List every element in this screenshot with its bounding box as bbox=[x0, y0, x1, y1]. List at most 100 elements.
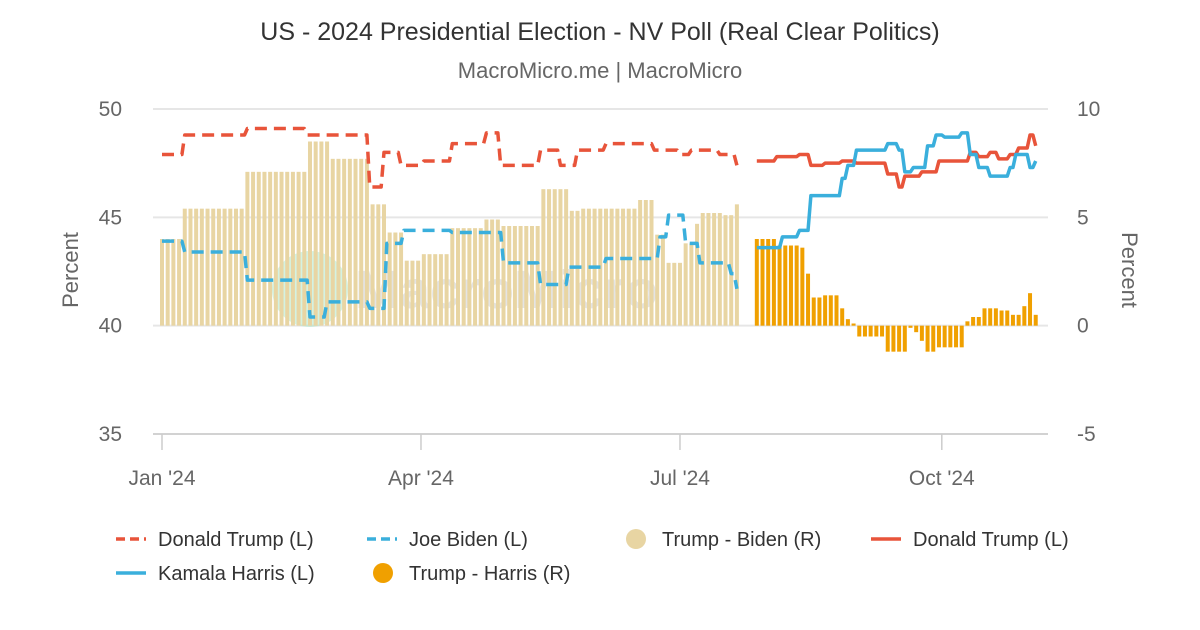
bar-trump-harris-r- bbox=[851, 323, 856, 326]
bar-trump-biden-r- bbox=[695, 223, 700, 326]
bar-trump-biden-r- bbox=[416, 260, 421, 326]
y-right-tick-label: 10 bbox=[1077, 98, 1100, 121]
bar-trump-biden-r- bbox=[330, 158, 335, 326]
bar-trump-biden-r- bbox=[677, 262, 682, 326]
bar-trump-biden-r- bbox=[700, 213, 705, 326]
bar-trump-biden-r- bbox=[564, 189, 569, 326]
bar-trump-biden-r- bbox=[621, 208, 626, 326]
bar-trump-biden-r- bbox=[319, 141, 324, 326]
legend-item[interactable]: Donald Trump (L) bbox=[116, 529, 314, 551]
x-tick-label: Apr '24 bbox=[388, 467, 454, 490]
bar-trump-biden-r- bbox=[245, 171, 250, 326]
bar-trump-biden-r- bbox=[313, 141, 318, 326]
bar-trump-harris-r- bbox=[771, 239, 776, 326]
bar-trump-biden-r- bbox=[279, 171, 284, 326]
bar-trump-harris-r- bbox=[891, 325, 896, 352]
bar-trump-biden-r- bbox=[552, 189, 557, 326]
bar-trump-biden-r- bbox=[467, 228, 472, 326]
bar-trump-biden-r- bbox=[199, 208, 204, 326]
bar-trump-biden-r- bbox=[233, 208, 238, 326]
bar-trump-biden-r- bbox=[251, 171, 256, 326]
bar-trump-biden-r- bbox=[216, 208, 221, 326]
bar-trump-harris-r- bbox=[840, 308, 845, 326]
bar-trump-biden-r- bbox=[609, 208, 614, 326]
bar-trump-biden-r- bbox=[399, 232, 404, 326]
x-tick-label: Jan '24 bbox=[128, 467, 195, 490]
bar-trump-biden-r- bbox=[387, 232, 392, 326]
bar-trump-biden-r- bbox=[307, 141, 312, 326]
y-left-tick-label: 35 bbox=[99, 423, 122, 446]
bar-trump-biden-r- bbox=[211, 208, 216, 326]
bar-trump-biden-r- bbox=[512, 226, 517, 326]
line-series-4 bbox=[756, 131, 1038, 250]
bar-trump-biden-r- bbox=[581, 208, 586, 326]
left-axis-title: Percent bbox=[58, 232, 83, 308]
bar-trump-harris-r- bbox=[1033, 314, 1038, 326]
bar-trump-harris-r- bbox=[931, 325, 936, 352]
legend-marker-circle-icon bbox=[626, 529, 646, 549]
bar-trump-biden-r- bbox=[256, 171, 261, 326]
bar-trump-biden-r- bbox=[194, 208, 199, 326]
bar-trump-biden-r- bbox=[381, 204, 386, 326]
bar-trump-harris-r- bbox=[783, 245, 788, 326]
bar-trump-harris-r- bbox=[880, 325, 885, 337]
legend-item[interactable]: Trump - Biden (R) bbox=[626, 529, 821, 551]
bar-trump-biden-r- bbox=[638, 200, 643, 326]
bar-trump-harris-r- bbox=[897, 325, 902, 352]
bar-trump-biden-r- bbox=[182, 208, 187, 326]
bar-trump-biden-r- bbox=[444, 254, 449, 326]
legend-label: Kamala Harris (L) bbox=[158, 563, 315, 585]
bar-trump-biden-r- bbox=[205, 208, 210, 326]
bar-trump-biden-r- bbox=[188, 208, 193, 326]
bar-trump-biden-r- bbox=[723, 215, 728, 326]
legend-item[interactable]: Donald Trump (L) bbox=[871, 529, 1069, 551]
bar-trump-biden-r- bbox=[461, 228, 466, 326]
bar-trump-biden-r- bbox=[615, 208, 620, 326]
bar-trump-biden-r- bbox=[524, 226, 529, 326]
bar-trump-biden-r- bbox=[177, 239, 182, 326]
bar-trump-harris-r- bbox=[936, 325, 941, 348]
legend-item[interactable]: Joe Biden (L) bbox=[367, 529, 528, 551]
bar-trump-biden-r- bbox=[529, 226, 534, 326]
bar-trump-harris-r- bbox=[988, 308, 993, 326]
legend-item[interactable]: Kamala Harris (L) bbox=[116, 563, 315, 585]
bar-trump-biden-r- bbox=[649, 200, 654, 326]
bar-trump-biden-r- bbox=[712, 213, 717, 326]
y-left-tick-label: 40 bbox=[99, 315, 122, 338]
legend-label: Donald Trump (L) bbox=[913, 529, 1069, 551]
legend-item[interactable]: Trump - Harris (R) bbox=[373, 563, 570, 585]
bar-trump-biden-r- bbox=[495, 219, 500, 326]
bar-trump-biden-r- bbox=[268, 171, 273, 326]
bar-trump-biden-r- bbox=[484, 219, 489, 326]
bar-trump-biden-r- bbox=[410, 260, 415, 326]
bar-trump-biden-r- bbox=[353, 158, 358, 326]
bar-trump-harris-r- bbox=[1016, 314, 1021, 326]
legend-label: Joe Biden (L) bbox=[409, 529, 528, 551]
bar-trump-harris-r- bbox=[794, 245, 799, 326]
bar-trump-biden-r- bbox=[450, 228, 455, 326]
bar-trump-harris-r- bbox=[914, 325, 919, 333]
bar-trump-harris-r- bbox=[823, 295, 828, 326]
bar-trump-harris-r- bbox=[925, 325, 930, 352]
legend-marker-circle-icon bbox=[373, 563, 393, 583]
bar-trump-biden-r- bbox=[325, 141, 330, 326]
bar-trump-biden-r- bbox=[165, 239, 170, 326]
bar-trump-harris-r- bbox=[806, 273, 811, 326]
bar-trump-biden-r- bbox=[222, 208, 227, 326]
bar-trump-biden-r- bbox=[518, 226, 523, 326]
x-tick-label: Jul '24 bbox=[650, 467, 710, 490]
bar-trump-harris-r- bbox=[788, 245, 793, 326]
y-right-tick-label: -5 bbox=[1077, 423, 1096, 446]
line-series-3 bbox=[756, 133, 1038, 189]
bar-trump-harris-r- bbox=[857, 325, 862, 337]
bars-layer bbox=[160, 141, 1038, 352]
bar-trump-harris-r- bbox=[982, 308, 987, 326]
bar-trump-harris-r- bbox=[760, 239, 765, 326]
bar-trump-harris-r- bbox=[1005, 310, 1010, 326]
bar-trump-harris-r- bbox=[868, 325, 873, 337]
legend-label: Donald Trump (L) bbox=[158, 529, 314, 551]
bar-trump-harris-r- bbox=[845, 319, 850, 326]
bar-trump-biden-r- bbox=[666, 262, 671, 326]
bar-trump-biden-r- bbox=[364, 158, 369, 326]
bar-trump-harris-r- bbox=[885, 325, 890, 352]
